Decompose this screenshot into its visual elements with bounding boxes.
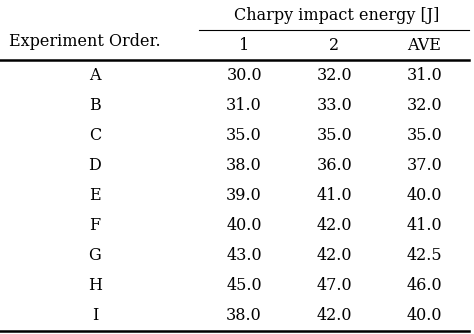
Text: 36.0: 36.0 <box>316 157 352 174</box>
Text: 40.0: 40.0 <box>407 187 442 204</box>
Text: 31.0: 31.0 <box>226 97 262 114</box>
Text: 41.0: 41.0 <box>316 187 352 204</box>
Text: 32.0: 32.0 <box>316 67 352 84</box>
Text: 35.0: 35.0 <box>406 127 442 144</box>
Text: 38.0: 38.0 <box>226 157 262 174</box>
Text: 2: 2 <box>329 37 339 53</box>
Text: C: C <box>89 127 101 144</box>
Text: 42.5: 42.5 <box>406 247 442 264</box>
Text: 45.0: 45.0 <box>226 277 262 294</box>
Text: 47.0: 47.0 <box>316 277 352 294</box>
Text: 38.0: 38.0 <box>226 307 262 324</box>
Text: 39.0: 39.0 <box>226 187 262 204</box>
Text: 30.0: 30.0 <box>226 67 262 84</box>
Text: Experiment Order.: Experiment Order. <box>9 33 161 50</box>
Text: A: A <box>89 67 100 84</box>
Text: G: G <box>89 247 101 264</box>
Text: 31.0: 31.0 <box>406 67 442 84</box>
Text: 40.0: 40.0 <box>407 307 442 324</box>
Text: 42.0: 42.0 <box>317 307 352 324</box>
Text: 46.0: 46.0 <box>406 277 442 294</box>
Text: F: F <box>89 217 100 234</box>
Text: 42.0: 42.0 <box>317 247 352 264</box>
Text: 40.0: 40.0 <box>227 217 262 234</box>
Text: Charpy impact energy [J]: Charpy impact energy [J] <box>234 7 439 23</box>
Text: AVE: AVE <box>407 37 441 53</box>
Text: 42.0: 42.0 <box>317 217 352 234</box>
Text: 33.0: 33.0 <box>316 97 352 114</box>
Text: 32.0: 32.0 <box>406 97 442 114</box>
Text: 35.0: 35.0 <box>226 127 262 144</box>
Text: 35.0: 35.0 <box>316 127 352 144</box>
Text: 1: 1 <box>239 37 249 53</box>
Text: 43.0: 43.0 <box>226 247 262 264</box>
Text: H: H <box>88 277 102 294</box>
Text: 37.0: 37.0 <box>406 157 442 174</box>
Text: 41.0: 41.0 <box>406 217 442 234</box>
Text: E: E <box>89 187 100 204</box>
Text: I: I <box>91 307 98 324</box>
Text: B: B <box>89 97 100 114</box>
Text: D: D <box>89 157 101 174</box>
